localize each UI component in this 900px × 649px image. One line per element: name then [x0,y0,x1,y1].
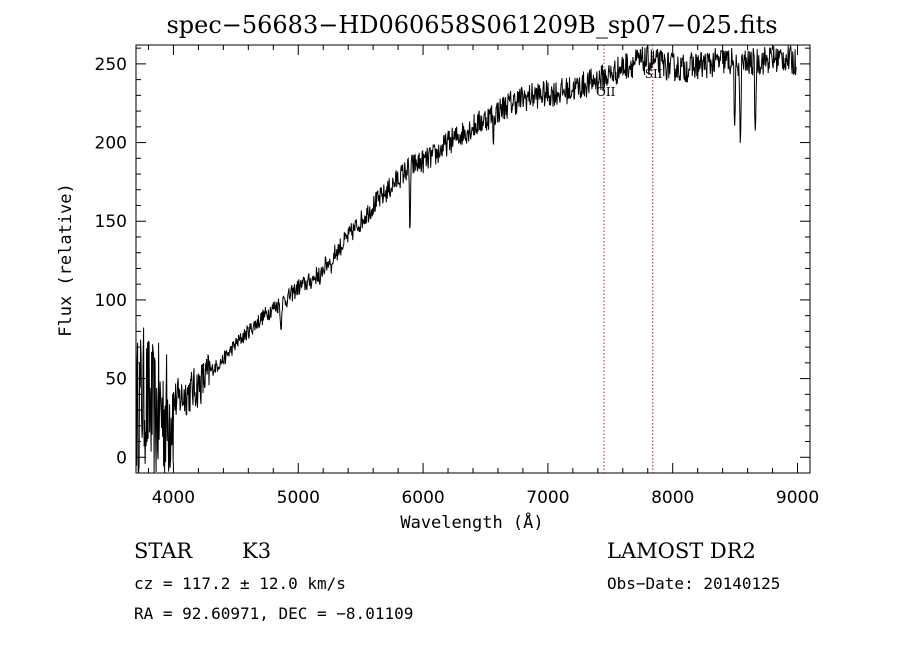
x-tick-label: 5000 [277,488,320,508]
y-axis-label: Flux (relative) [56,183,76,337]
x-tick-label: 6000 [401,488,444,508]
chart-title: spec−56683−HD060658S061209B_sp07−025.fit… [166,11,777,39]
x-tick-label: 9000 [776,488,819,508]
obs-date-label: Obs−Date: 20140125 [607,574,780,593]
survey-label: LAMOST DR2 [607,539,756,563]
y-tick-label: 0 [116,448,127,468]
y-tick-label: 200 [95,134,127,154]
y-tick-label: 100 [95,291,127,311]
x-tick-label: 7000 [526,488,569,508]
info-panel: STAR K3 LAMOST DR2 cz = 117.2 ± 12.0 km/… [134,539,780,623]
x-axis-label: Wavelength (Å) [400,511,543,533]
y-tick-label: 150 [95,212,127,232]
subclass-label: K3 [242,539,271,563]
redshift-label: cz = 117.2 ± 12.0 km/s [134,574,346,593]
spectrum-line [136,44,797,474]
y-axis: 0 50 100 150 200 250 [95,47,810,474]
x-tick-label: 8000 [651,488,694,508]
object-type-label: STAR [134,539,193,563]
reference-line-label: OII [596,85,616,99]
y-tick-label: 250 [95,55,127,75]
x-axis: 4000 5000 6000 7000 8000 9000 [147,45,819,508]
coordinates-label: RA = 92.60971, DEC = −8.01109 [134,604,413,623]
y-tick-label: 50 [105,370,127,390]
x-tick-label: 4000 [152,488,195,508]
